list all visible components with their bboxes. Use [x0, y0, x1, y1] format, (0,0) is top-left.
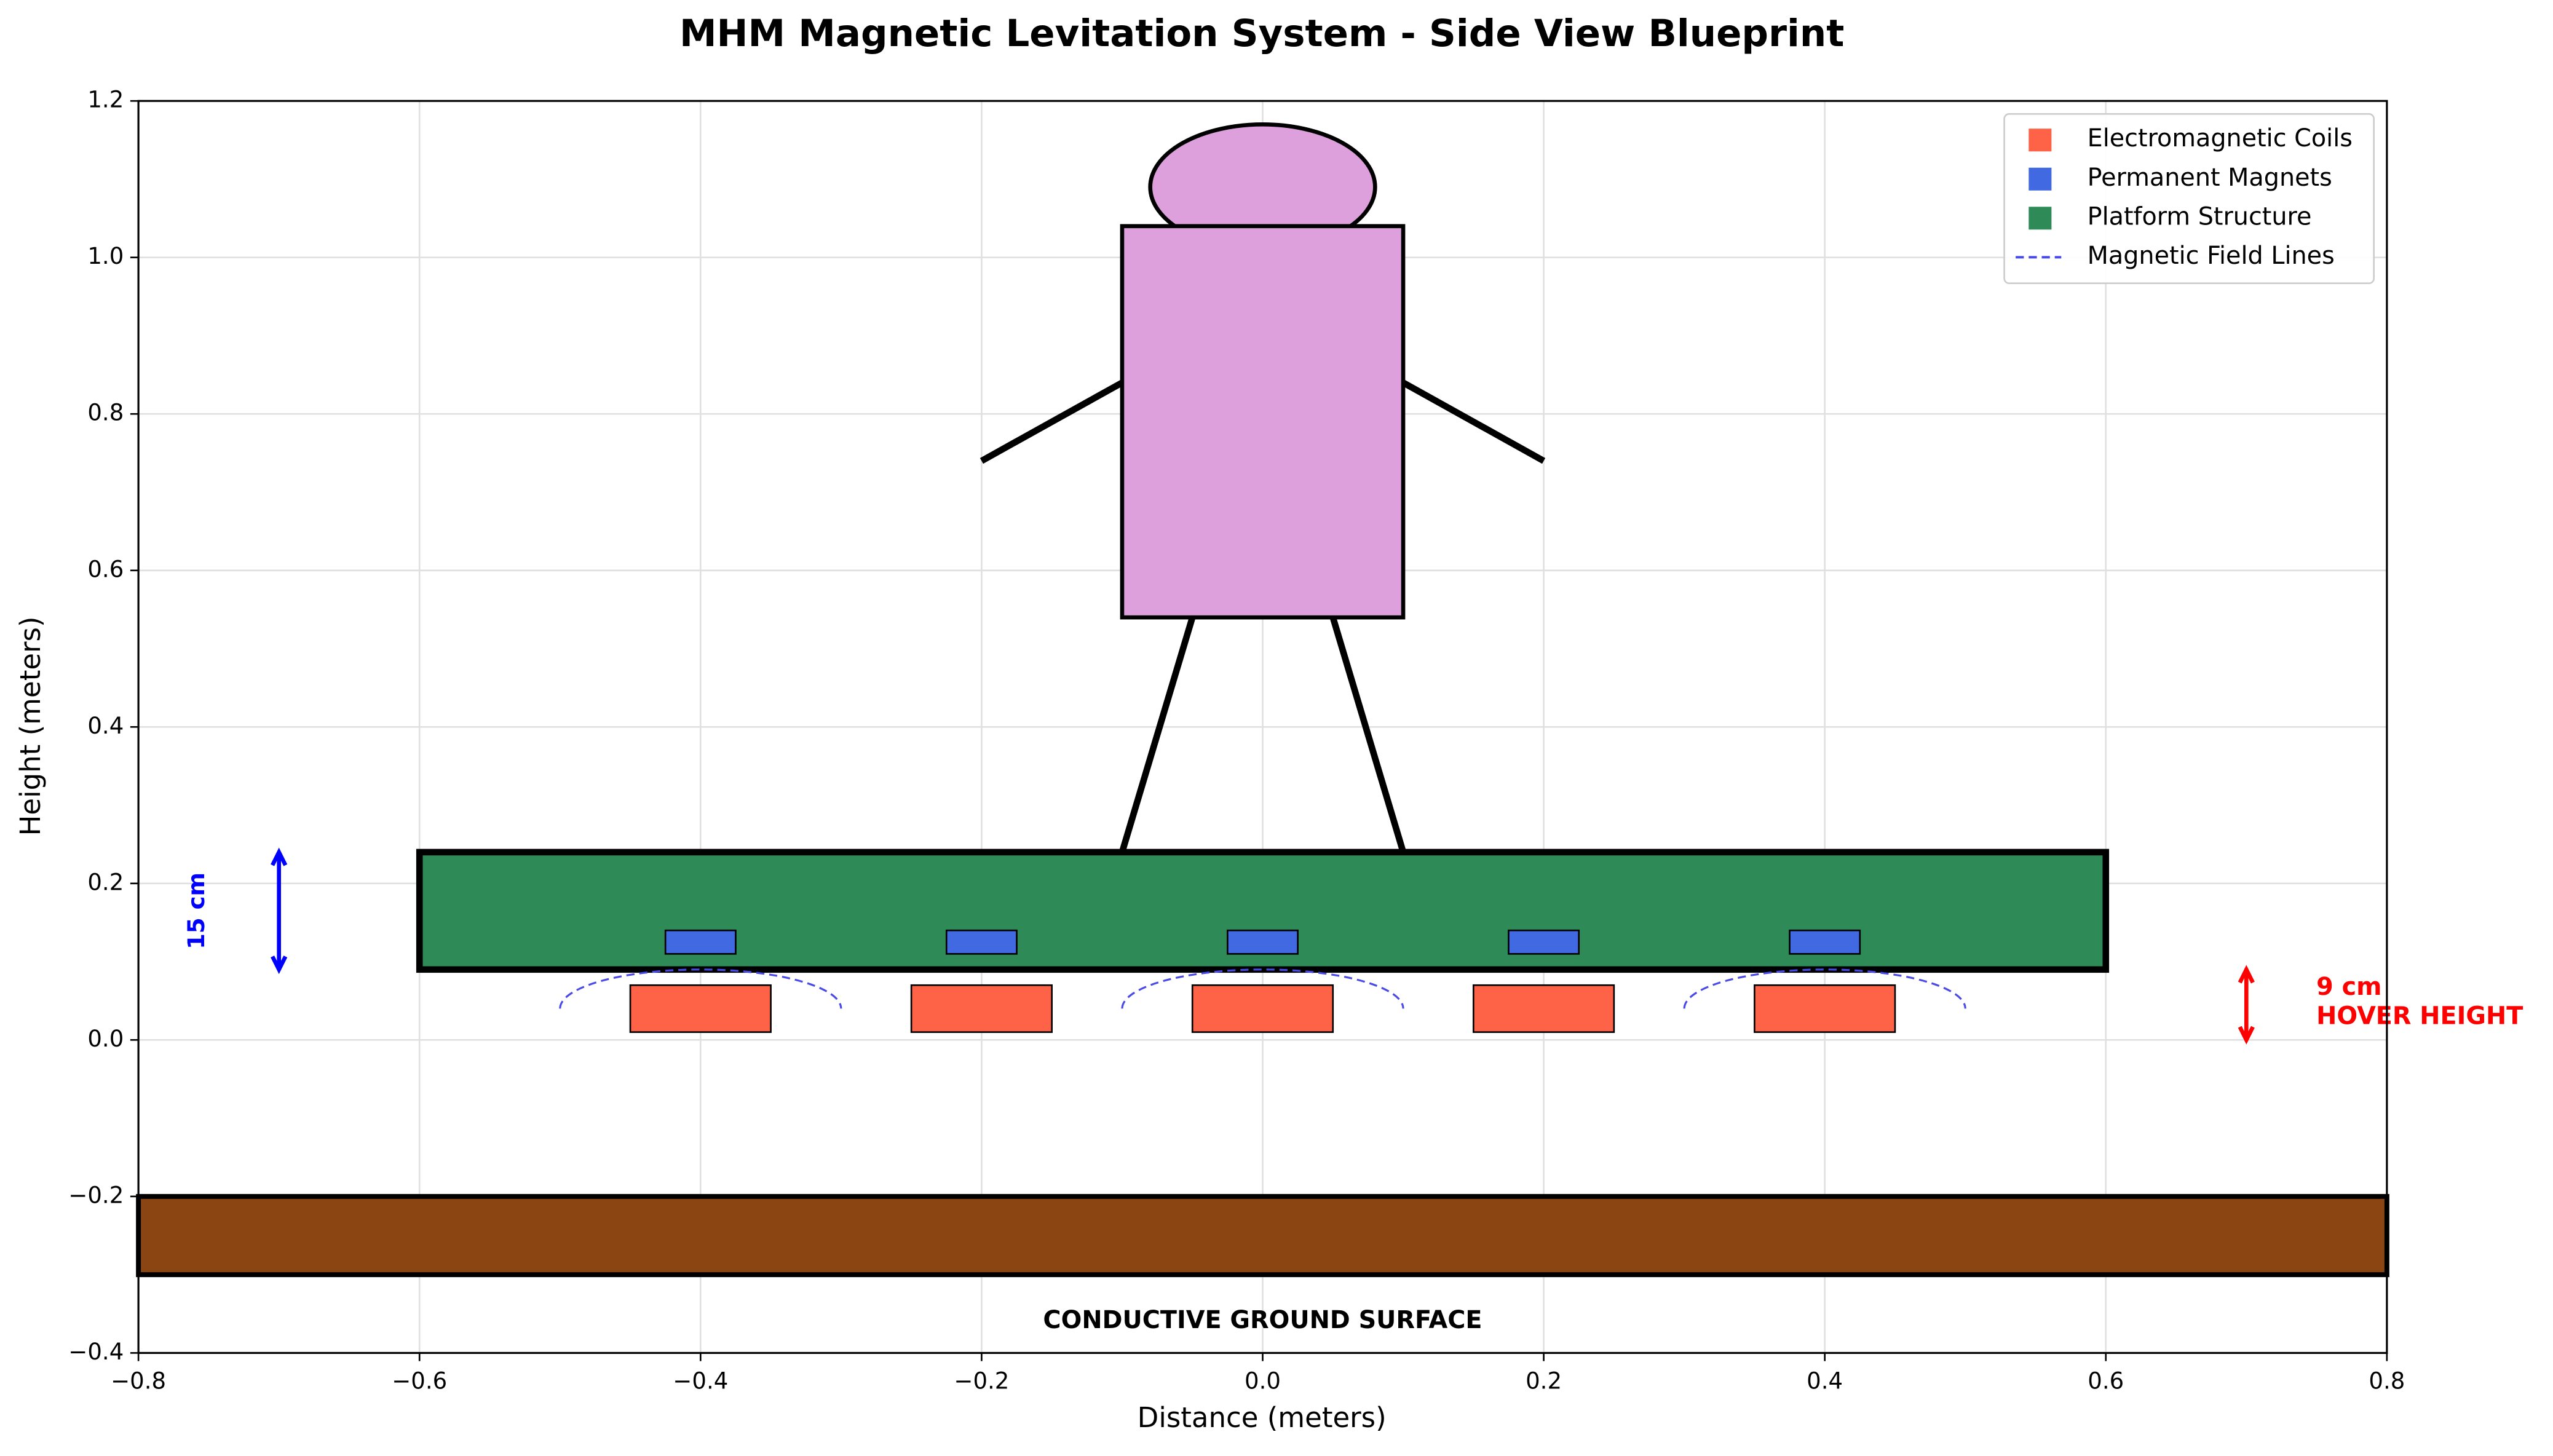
- x-tick-label: 0.6: [2088, 1368, 2124, 1395]
- arrow-head: [271, 956, 288, 975]
- ground: [136, 1193, 2389, 1278]
- person-body: [1120, 224, 1406, 620]
- person-limb: [980, 379, 1124, 464]
- x-tick-label: −0.6: [392, 1368, 447, 1395]
- electromagnetic-coil: [629, 984, 772, 1033]
- person-limb: [1401, 379, 1546, 464]
- arrow-head: [2238, 965, 2255, 984]
- y-tick-label: −0.4: [68, 1339, 124, 1365]
- y-tick-label: 0.2: [87, 869, 124, 895]
- legend-box: [2003, 113, 2375, 285]
- x-tick-label: −0.4: [673, 1368, 728, 1395]
- y-tick-label: −0.2: [68, 1182, 124, 1208]
- dimension-label: HOVER HEIGHT: [2316, 1002, 2523, 1031]
- magnetic-field-line: [559, 968, 842, 1009]
- x-tick-label: 0.0: [1245, 1368, 1281, 1395]
- x-tick-label: −0.8: [111, 1368, 166, 1395]
- dimension-label: 15 cm: [183, 872, 210, 949]
- permanent-magnet: [1227, 929, 1299, 955]
- chart-title: MHM Magnetic Levitation System - Side Vi…: [679, 12, 1844, 55]
- electromagnetic-coil: [1191, 984, 1334, 1033]
- person-limb: [1329, 616, 1407, 853]
- legend-label: Magnetic Field Lines: [2088, 242, 2335, 270]
- y-tick-label: 1.0: [87, 243, 124, 269]
- legend-swatch: [2029, 129, 2052, 152]
- permanent-magnet: [1789, 929, 1861, 955]
- arrow-head: [2238, 1026, 2255, 1045]
- y-tick-label: 0.4: [87, 713, 124, 739]
- legend-label: Permanent Magnets: [2088, 164, 2332, 192]
- magnetic-field-line: [1121, 968, 1404, 1009]
- electromagnetic-coil: [910, 984, 1053, 1033]
- ground-label: CONDUCTIVE GROUND SURFACE: [1043, 1306, 1482, 1334]
- arrow-head: [271, 847, 288, 866]
- electromagnetic-coil: [1472, 984, 1615, 1033]
- x-axis-label: Distance (meters): [1138, 1401, 1387, 1434]
- y-axis-label: Height (meters): [14, 616, 47, 836]
- legend-swatch: [2029, 207, 2052, 230]
- dimension-label: 9 cm: [2316, 973, 2381, 1001]
- magnetic-field-line: [1683, 968, 1966, 1009]
- x-tick-label: 0.8: [2369, 1368, 2405, 1395]
- permanent-magnet: [945, 929, 1018, 955]
- person-limb: [1118, 616, 1196, 853]
- electromagnetic-coil: [1754, 984, 1896, 1033]
- y-tick-label: 0.0: [87, 1026, 124, 1052]
- y-tick-label: 0.6: [87, 556, 124, 582]
- x-tick-label: −0.2: [954, 1368, 1009, 1395]
- y-tick-label: 0.8: [87, 400, 124, 426]
- permanent-magnet: [664, 929, 737, 955]
- y-tick-label: 1.2: [87, 87, 124, 113]
- x-tick-label: 0.2: [1526, 1368, 1562, 1395]
- x-tick-label: 0.4: [1807, 1368, 1843, 1395]
- plot-frame: [137, 100, 2388, 1354]
- permanent-magnet: [1508, 929, 1580, 955]
- legend-label: Platform Structure: [2088, 202, 2312, 231]
- legend-swatch: [2029, 167, 2052, 191]
- legend-label: Electromagnetic Coils: [2088, 124, 2353, 152]
